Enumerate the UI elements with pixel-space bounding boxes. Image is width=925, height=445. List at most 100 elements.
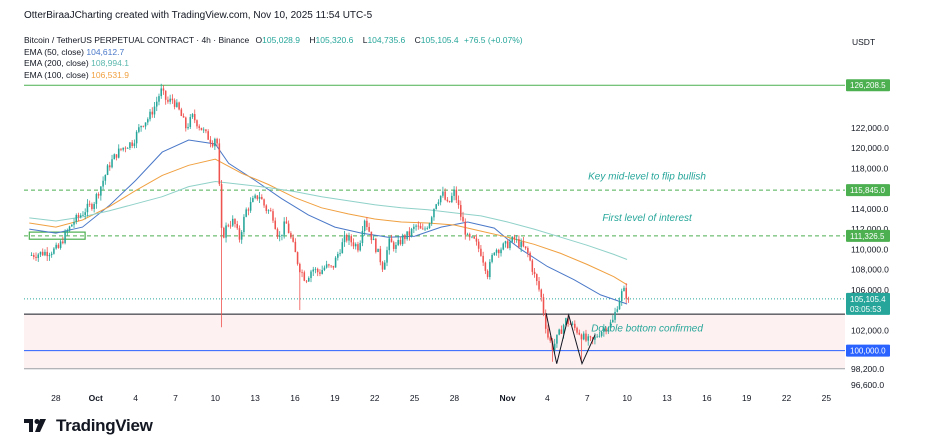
ohlc-open-value: 105,028.9 bbox=[262, 35, 300, 45]
candle-body bbox=[337, 254, 339, 258]
x-axis-tick-label: 4 bbox=[133, 393, 138, 403]
candle-body bbox=[84, 212, 86, 215]
candle-body bbox=[426, 228, 429, 229]
candle-body bbox=[471, 236, 473, 238]
candle-body bbox=[350, 236, 353, 243]
price-level-badge bbox=[846, 229, 890, 242]
candle-body bbox=[419, 225, 422, 229]
candle-body bbox=[498, 249, 500, 254]
demand-box bbox=[28, 231, 86, 240]
candle-body bbox=[424, 228, 426, 230]
candle-body bbox=[560, 329, 563, 334]
candle-body bbox=[120, 148, 122, 150]
candle-body bbox=[48, 255, 51, 257]
candle-body bbox=[325, 264, 328, 268]
y-axis-tick-label: 106,000.0 bbox=[851, 285, 889, 295]
currency-label[interactable]: USDT bbox=[852, 37, 875, 47]
credit-text: OtterBiraaJCharting created with Trading… bbox=[24, 10, 373, 21]
candle-body bbox=[413, 226, 415, 229]
indicator-value: 106,531.9 bbox=[91, 69, 129, 80]
candle-body bbox=[372, 238, 375, 241]
candle-body bbox=[482, 255, 484, 263]
candle-body bbox=[62, 241, 64, 244]
x-axis-tick-label: 13 bbox=[250, 393, 260, 403]
y-axis-tick-label: 110,000.0 bbox=[851, 244, 888, 254]
indicator-row-ema200[interactable]: EMA (200, close) 108,994.1 bbox=[24, 58, 526, 70]
y-axis-tick-label: 118,000.0 bbox=[851, 163, 888, 173]
candle-body bbox=[439, 195, 442, 203]
candle-body bbox=[531, 260, 534, 272]
candle-body bbox=[79, 215, 82, 218]
candle-body bbox=[131, 142, 133, 146]
candle-body bbox=[30, 255, 33, 256]
currency-text: USDT bbox=[852, 37, 876, 47]
candle-body bbox=[348, 236, 350, 241]
ema-line bbox=[29, 180, 628, 260]
x-axis-tick-label: 13 bbox=[662, 393, 672, 403]
candle-body bbox=[73, 221, 75, 225]
current-price-label: 105,105.4 bbox=[850, 295, 886, 304]
symbol-row[interactable]: Bitcoin / TetherUS PERPETUAL CONTRACT · … bbox=[24, 35, 526, 47]
candle-body bbox=[556, 334, 558, 344]
candle-body bbox=[138, 127, 140, 132]
x-axis-tick-label: 25 bbox=[822, 393, 832, 403]
candle-body bbox=[399, 239, 402, 245]
candle-body bbox=[256, 195, 259, 199]
candle-body bbox=[117, 148, 120, 158]
candle-body bbox=[198, 126, 201, 128]
indicator-row-ema100[interactable]: EMA (100, close) 106,531.9 bbox=[24, 70, 526, 82]
candle-body bbox=[276, 229, 279, 237]
candle-body bbox=[240, 232, 243, 240]
candle-body bbox=[122, 147, 124, 150]
candle-body bbox=[245, 209, 247, 217]
price-level-badge-label: 115,845.0 bbox=[850, 186, 886, 195]
candle-body bbox=[533, 271, 536, 275]
candle-body bbox=[71, 224, 73, 227]
candle-body bbox=[574, 323, 576, 328]
candle-body bbox=[41, 251, 44, 256]
candle-body bbox=[243, 216, 245, 233]
candle-body bbox=[451, 195, 453, 203]
symbol-name[interactable]: Bitcoin / TetherUS PERPETUAL CONTRACT · … bbox=[24, 35, 250, 45]
candle-body bbox=[408, 231, 411, 236]
candle-body bbox=[383, 262, 386, 270]
candle-body bbox=[415, 225, 417, 227]
x-axis-tick-label: 10 bbox=[622, 393, 632, 403]
x-axis-tick-label: 22 bbox=[370, 393, 380, 403]
candle-body bbox=[207, 131, 209, 140]
y-axis-tick-label: 102,000.0 bbox=[851, 325, 889, 335]
candle-body bbox=[216, 138, 218, 144]
y-axis-tick-label: 120,000.0 bbox=[851, 143, 889, 153]
candle-body bbox=[144, 122, 147, 127]
candle-body bbox=[305, 280, 308, 282]
candle-body bbox=[428, 223, 431, 229]
candle-body bbox=[263, 199, 265, 206]
candle-body bbox=[473, 236, 475, 239]
y-axis-tick-label: 112,000.0 bbox=[851, 224, 888, 234]
candle-body bbox=[77, 215, 80, 218]
price-chart[interactable]: Key mid-level to flip bullish First level… bbox=[0, 0, 925, 410]
candle-body bbox=[457, 200, 460, 206]
candle-body bbox=[211, 143, 214, 147]
candle-body bbox=[278, 236, 281, 237]
candle-body bbox=[536, 274, 538, 282]
y-axis-tick-label: 96,600.0 bbox=[851, 380, 884, 390]
candle-body bbox=[366, 220, 368, 227]
candle-body bbox=[500, 249, 502, 254]
candle-body bbox=[64, 231, 66, 244]
indicator-row-ema50[interactable]: EMA (50, close) 104,612.7 bbox=[24, 47, 526, 59]
ohlc-low-label: L bbox=[362, 35, 368, 45]
candle-body bbox=[191, 114, 194, 118]
candle-body bbox=[164, 90, 167, 100]
candle-body bbox=[491, 254, 493, 262]
candle-body bbox=[627, 298, 630, 300]
candle-body bbox=[587, 336, 589, 341]
candle-body bbox=[334, 257, 337, 268]
candle-body bbox=[571, 323, 574, 325]
x-axis-tick-label: Nov bbox=[500, 393, 516, 403]
y-axis-tick-label: 98,200.0 bbox=[851, 364, 884, 374]
candle-body bbox=[549, 337, 551, 341]
candle-body bbox=[466, 234, 469, 235]
candle-body bbox=[321, 269, 323, 274]
candle-body bbox=[35, 256, 37, 258]
